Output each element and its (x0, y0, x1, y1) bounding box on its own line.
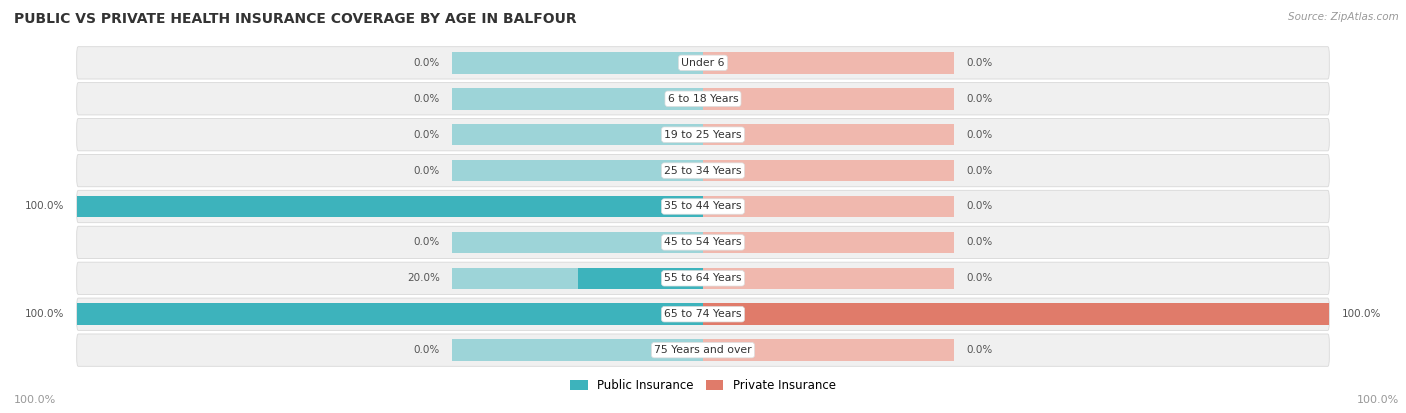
Bar (703, 124, 953, 145)
FancyBboxPatch shape (77, 47, 1329, 79)
Text: 0.0%: 0.0% (966, 166, 993, 176)
Text: 0.0%: 0.0% (413, 345, 440, 355)
Text: 0.0%: 0.0% (413, 237, 440, 247)
Text: Source: ZipAtlas.com: Source: ZipAtlas.com (1288, 12, 1399, 22)
Bar (453, 124, 703, 145)
Text: 100.0%: 100.0% (1357, 395, 1399, 405)
Bar (77, 196, 703, 217)
Bar (77, 304, 703, 325)
Bar (703, 304, 1329, 325)
FancyBboxPatch shape (77, 119, 1329, 151)
Text: 20.0%: 20.0% (408, 273, 440, 283)
Text: 0.0%: 0.0% (413, 58, 440, 68)
Bar (578, 268, 703, 289)
Text: 0.0%: 0.0% (413, 94, 440, 104)
Bar (453, 268, 703, 289)
FancyBboxPatch shape (77, 334, 1329, 366)
Bar (453, 88, 703, 109)
Bar (77, 196, 703, 217)
Text: 55 to 64 Years: 55 to 64 Years (664, 273, 742, 283)
Text: Under 6: Under 6 (682, 58, 724, 68)
Text: 100.0%: 100.0% (14, 395, 56, 405)
Text: 75 Years and over: 75 Years and over (654, 345, 752, 355)
Bar (703, 304, 1329, 325)
Bar (453, 160, 703, 181)
FancyBboxPatch shape (77, 190, 1329, 223)
Text: 0.0%: 0.0% (966, 58, 993, 68)
Text: 25 to 34 Years: 25 to 34 Years (664, 166, 742, 176)
Bar (453, 232, 703, 253)
Text: 100.0%: 100.0% (25, 309, 65, 319)
Bar (703, 52, 953, 74)
FancyBboxPatch shape (77, 298, 1329, 330)
Text: 35 to 44 Years: 35 to 44 Years (664, 202, 742, 211)
Bar (703, 160, 953, 181)
Text: 0.0%: 0.0% (966, 94, 993, 104)
Text: 0.0%: 0.0% (966, 273, 993, 283)
Bar (703, 88, 953, 109)
Text: 0.0%: 0.0% (966, 202, 993, 211)
Text: 6 to 18 Years: 6 to 18 Years (668, 94, 738, 104)
Text: PUBLIC VS PRIVATE HEALTH INSURANCE COVERAGE BY AGE IN BALFOUR: PUBLIC VS PRIVATE HEALTH INSURANCE COVER… (14, 12, 576, 26)
Text: 19 to 25 Years: 19 to 25 Years (664, 130, 742, 140)
Text: 65 to 74 Years: 65 to 74 Years (664, 309, 742, 319)
Text: 0.0%: 0.0% (413, 130, 440, 140)
Bar (703, 268, 953, 289)
Bar (703, 339, 953, 361)
Bar (453, 339, 703, 361)
Text: 100.0%: 100.0% (1341, 309, 1381, 319)
Text: 45 to 54 Years: 45 to 54 Years (664, 237, 742, 247)
Text: 100.0%: 100.0% (25, 202, 65, 211)
Text: 0.0%: 0.0% (966, 345, 993, 355)
FancyBboxPatch shape (77, 154, 1329, 187)
Bar (453, 52, 703, 74)
Text: 0.0%: 0.0% (413, 166, 440, 176)
FancyBboxPatch shape (77, 226, 1329, 259)
Legend: Public Insurance, Private Insurance: Public Insurance, Private Insurance (571, 379, 835, 392)
Text: 0.0%: 0.0% (966, 237, 993, 247)
Text: 0.0%: 0.0% (966, 130, 993, 140)
FancyBboxPatch shape (77, 83, 1329, 115)
FancyBboxPatch shape (77, 262, 1329, 294)
Bar (77, 304, 703, 325)
Bar (703, 196, 953, 217)
Bar (703, 232, 953, 253)
